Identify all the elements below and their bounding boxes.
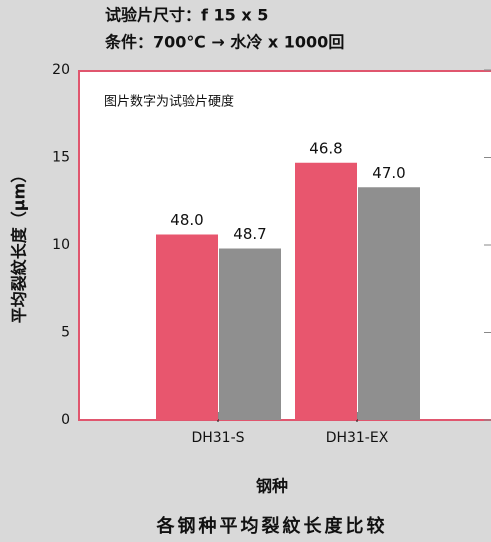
chart-title: 各钢种平均裂紋长度比较 <box>156 515 388 537</box>
y-tick-label: 0 <box>61 412 70 428</box>
annotation: 图片数字为试验片硬度 <box>104 94 234 110</box>
y-tick-label: 20 <box>52 62 70 78</box>
x-axis-label: 钢种 <box>256 477 288 496</box>
bar-annotation: 48.7 <box>233 225 266 243</box>
bar-annotation: 46.8 <box>309 139 342 157</box>
bar <box>295 162 357 420</box>
header-line: 条件：700℃ → 水冷 x 1000回 <box>104 33 344 52</box>
bar <box>219 248 281 420</box>
y-tick-label: 10 <box>52 237 70 253</box>
bar <box>358 187 420 420</box>
x-tick-label: DH31-EX <box>326 430 389 446</box>
y-axis-label: 平均裂紋长度（μm） <box>10 167 29 323</box>
x-tick-label: DH31-S <box>191 430 244 446</box>
bar-annotation: 47.0 <box>372 164 405 182</box>
y-tick-label: 5 <box>61 325 70 341</box>
bar <box>156 234 218 420</box>
header-line: 试验片尺寸：f 15 x 5 <box>105 6 268 25</box>
y-tick-label: 15 <box>52 150 70 166</box>
plot-area <box>78 70 491 421</box>
bar-annotation: 48.0 <box>170 211 203 229</box>
